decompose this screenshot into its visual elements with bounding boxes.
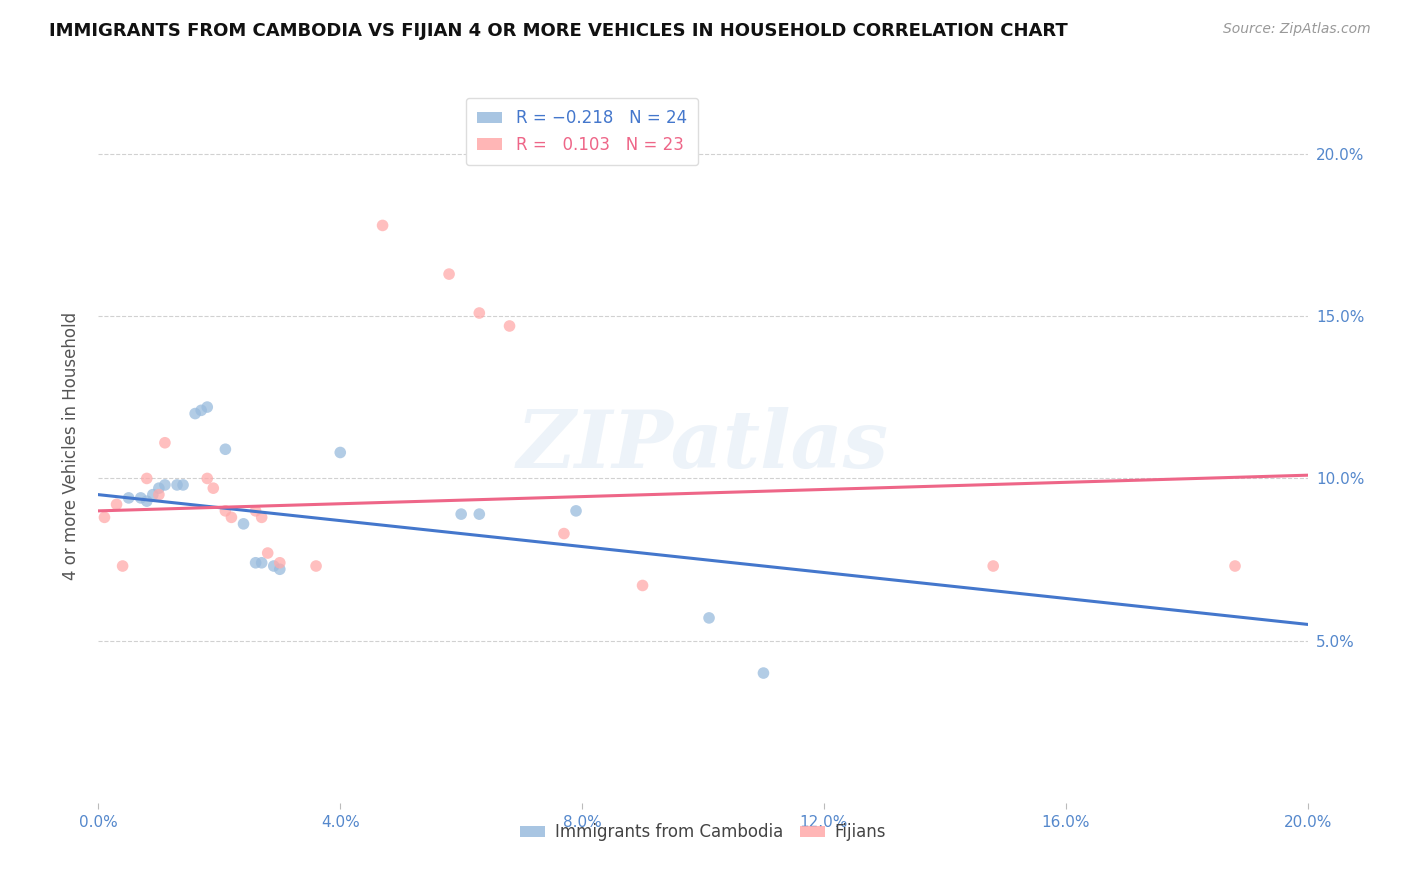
Point: [565, 504, 588, 518]
Point: [437, 267, 460, 281]
Point: [371, 219, 394, 233]
Point: [631, 578, 654, 592]
Point: [63, 575, 86, 590]
Point: [263, 559, 285, 574]
Point: [1223, 559, 1246, 574]
Y-axis label: 4 or more Vehicles in Household: 4 or more Vehicles in Household: [62, 312, 80, 580]
Point: [468, 507, 491, 521]
Text: ZIPatlas: ZIPatlas: [517, 408, 889, 484]
Point: [450, 507, 472, 521]
Point: [148, 488, 170, 502]
Point: [221, 510, 243, 524]
Point: [202, 481, 225, 495]
Point: [111, 559, 134, 574]
Point: [329, 445, 352, 459]
Point: [153, 435, 176, 450]
Point: [245, 556, 267, 570]
Point: [172, 478, 194, 492]
Point: [245, 504, 267, 518]
Point: [256, 546, 278, 560]
Legend: Immigrants from Cambodia, Fijians: Immigrants from Cambodia, Fijians: [513, 817, 893, 848]
Point: [214, 504, 236, 518]
Point: [195, 471, 218, 485]
Point: [305, 559, 328, 574]
Text: IMMIGRANTS FROM CAMBODIA VS FIJIAN 4 OR MORE VEHICLES IN HOUSEHOLD CORRELATION C: IMMIGRANTS FROM CAMBODIA VS FIJIAN 4 OR …: [49, 22, 1069, 40]
Point: [166, 478, 188, 492]
Point: [135, 494, 157, 508]
Point: [105, 497, 128, 511]
Point: [269, 562, 291, 576]
Point: [250, 556, 273, 570]
Text: Source: ZipAtlas.com: Source: ZipAtlas.com: [1223, 22, 1371, 37]
Point: [190, 403, 212, 417]
Point: [184, 407, 207, 421]
Point: [142, 488, 165, 502]
Point: [148, 481, 170, 495]
Point: [135, 471, 157, 485]
Point: [553, 526, 575, 541]
Point: [498, 318, 520, 333]
Point: [93, 510, 115, 524]
Point: [269, 556, 291, 570]
Point: [153, 478, 176, 492]
Point: [63, 575, 86, 590]
Point: [981, 559, 1004, 574]
Point: [129, 491, 152, 505]
Point: [468, 306, 491, 320]
Point: [118, 491, 141, 505]
Point: [752, 666, 775, 681]
Point: [195, 400, 218, 414]
Point: [232, 516, 254, 531]
Point: [697, 611, 720, 625]
Point: [250, 510, 273, 524]
Point: [214, 442, 236, 457]
